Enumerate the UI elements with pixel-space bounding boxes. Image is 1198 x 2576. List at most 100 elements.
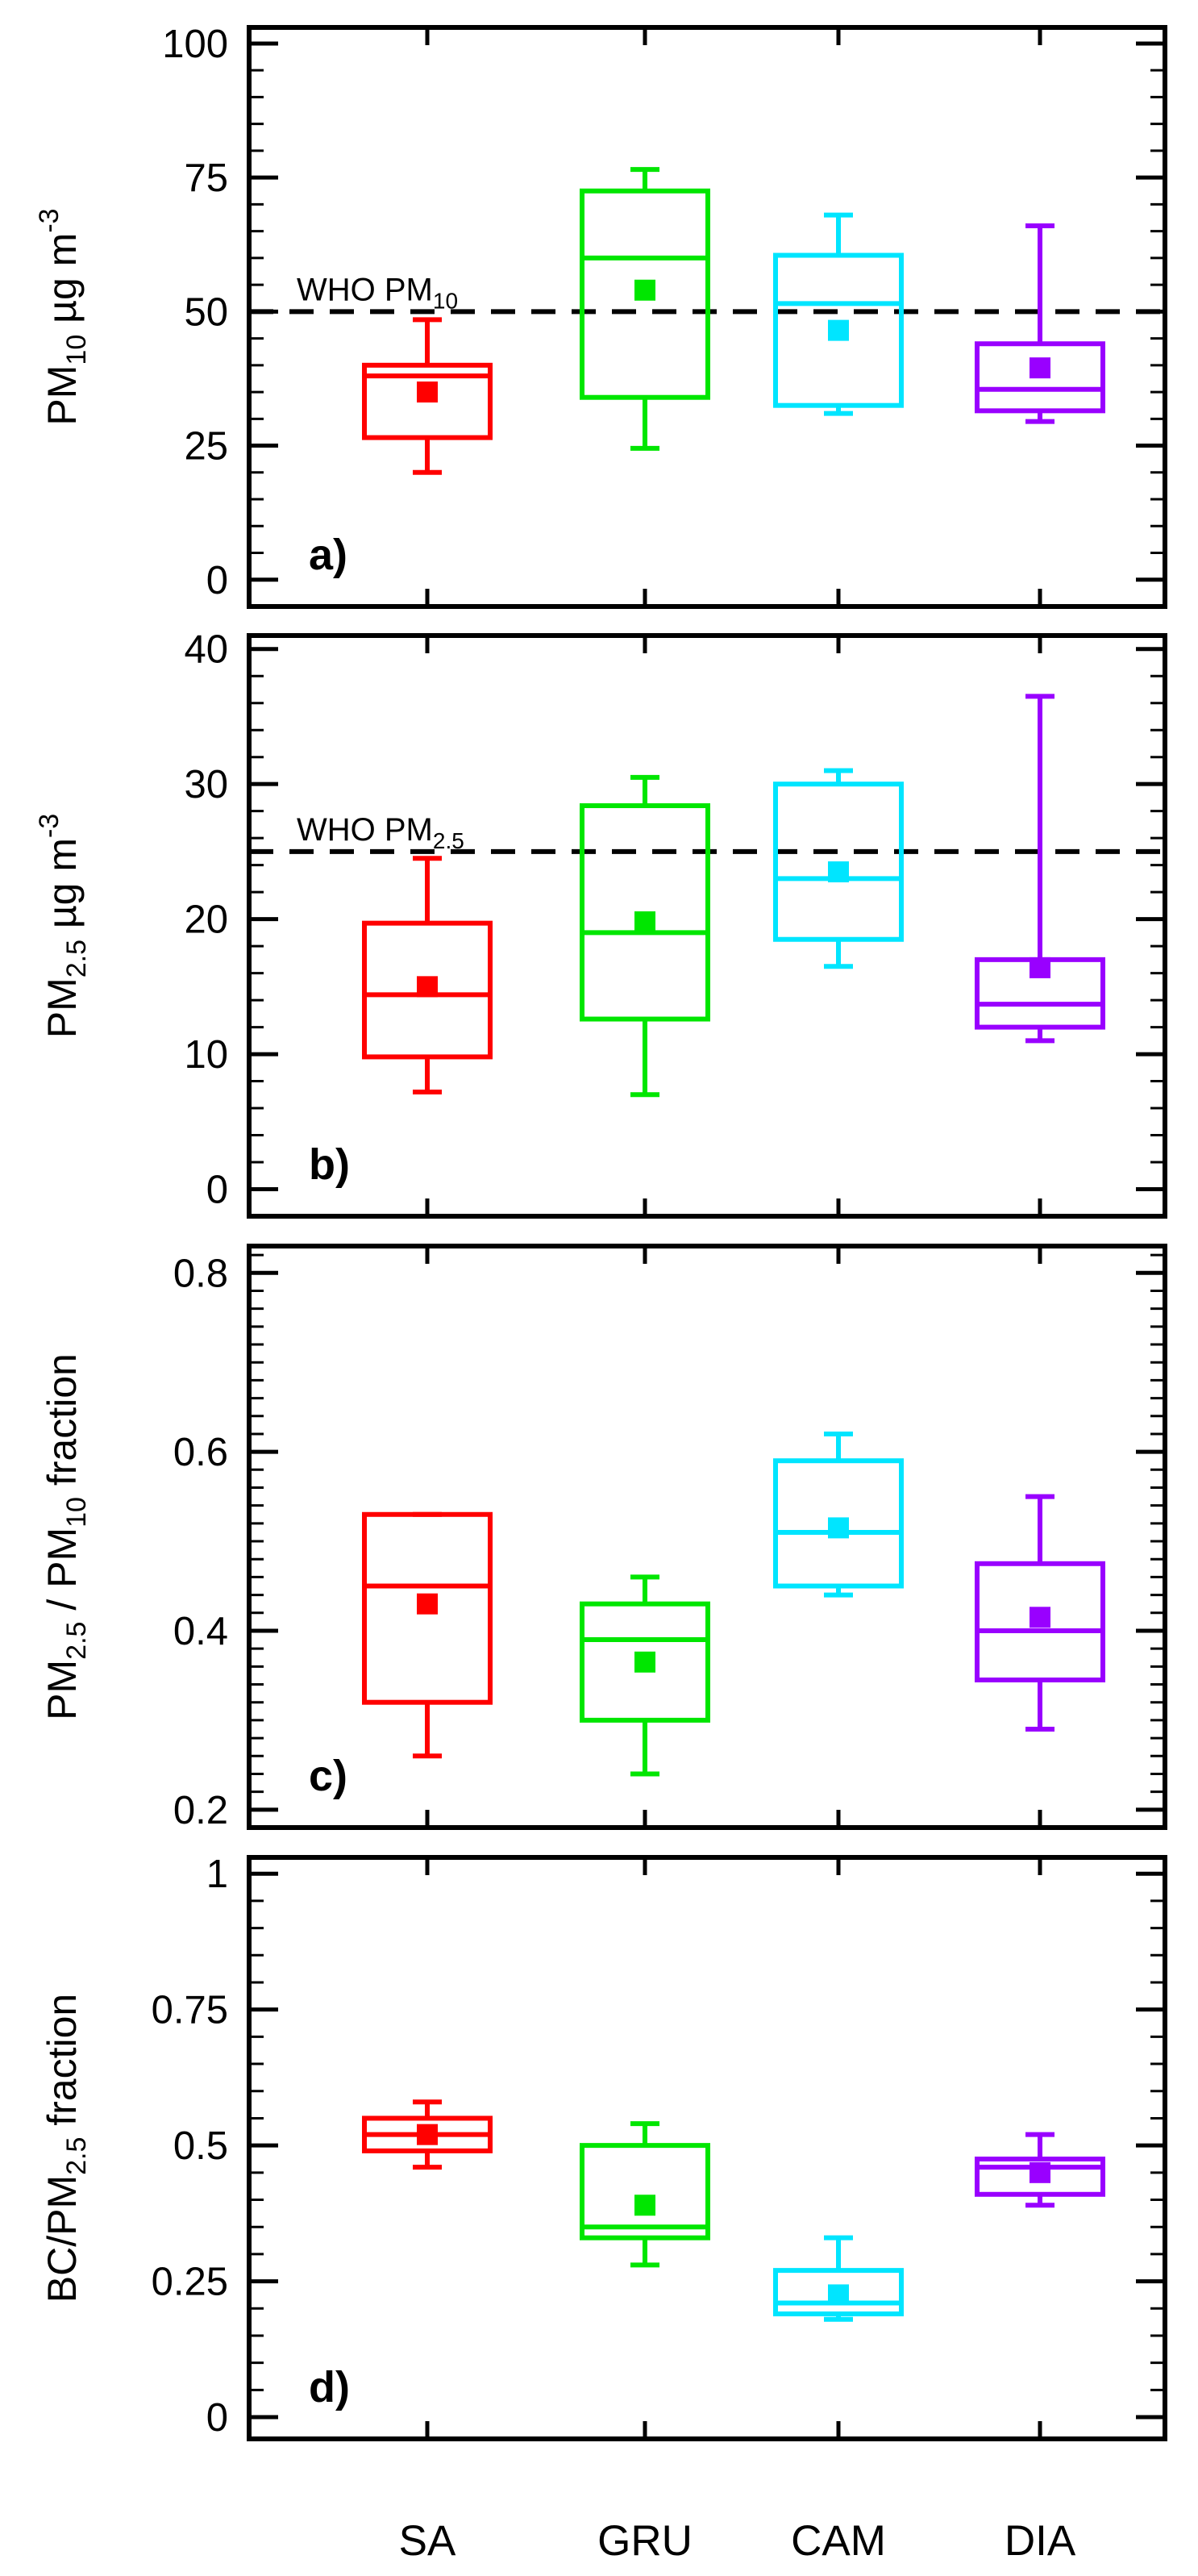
- mean-marker: [828, 1517, 849, 1539]
- ylabel-main: PM: [40, 1660, 85, 1720]
- box-gru: [580, 1574, 710, 1777]
- minor-ticks: [249, 1253, 1165, 1811]
- iqr-box: [362, 920, 493, 1060]
- mean-marker: [417, 381, 438, 403]
- mean-marker: [1030, 957, 1050, 978]
- box-cam: [773, 212, 904, 416]
- iqr-box: [362, 1511, 493, 1705]
- y-axis-label: PM2.5 µg m-3: [34, 814, 92, 1039]
- who-reference-label: WHO PM10: [297, 272, 458, 313]
- category-label-gru: GRU: [597, 2517, 693, 2565]
- y-tick-label: 0.25: [152, 2261, 228, 2304]
- ylabel-superscript: -3: [34, 814, 64, 838]
- box-cam: [773, 1431, 904, 1598]
- box-dia: [975, 2132, 1105, 2208]
- ylabel-subscript: 10: [61, 335, 92, 365]
- mean-marker: [634, 911, 655, 932]
- box-sa: [362, 2099, 493, 2170]
- ylabel-superscript: -3: [34, 208, 64, 232]
- mean-marker: [828, 2284, 849, 2306]
- box-cam: [773, 768, 904, 969]
- mean-marker: [828, 861, 849, 883]
- y-tick-label: 30: [184, 763, 228, 807]
- y-tick-label: 50: [184, 290, 228, 334]
- iqr-box: [362, 362, 493, 440]
- plot-frame: [247, 633, 1167, 1219]
- ylabel-subscript: 2.5: [61, 940, 92, 977]
- y-tick-label: 0: [206, 1169, 228, 1212]
- panel-d: 0 0.25 0.5 0.75 1 d) BC/PM2.5 fraction: [40, 1853, 1167, 2441]
- iqr-box: [975, 2156, 1105, 2197]
- ylabel-unit: µg m: [40, 233, 85, 335]
- plot-frame: [247, 1855, 1167, 2441]
- category-label-dia: DIA: [1005, 2517, 1076, 2565]
- mean-marker: [417, 1593, 438, 1615]
- y-tick-label: 0.2: [173, 1789, 228, 1832]
- ylabel-main: PM: [40, 977, 85, 1038]
- y-axis-label: BC/PM2.5 fraction: [40, 1994, 92, 2303]
- panel-tag: b): [309, 1140, 350, 1189]
- box-gru: [580, 2121, 710, 2268]
- iqr-box: [975, 341, 1105, 414]
- y-tick-label: 40: [184, 628, 228, 672]
- box-gru: [580, 167, 710, 451]
- ylabel-main: BC/PM: [40, 2175, 85, 2303]
- y-tick-label: 0.75: [152, 1989, 228, 2032]
- who-reference-label: WHO PM2.5: [297, 812, 464, 853]
- panel-tag: c): [309, 1752, 347, 1800]
- iqr-box: [580, 2143, 710, 2240]
- ylabel-subscript-2: 10: [61, 1497, 92, 1528]
- box-dia: [975, 223, 1105, 424]
- y-axis-label: PM2.5 / PM10 fraction: [40, 1353, 92, 1720]
- y-tick-label: 75: [184, 156, 228, 200]
- box-sa: [362, 317, 493, 475]
- mean-marker: [417, 2124, 438, 2145]
- box-sa: [362, 1511, 493, 1759]
- plot-frame: [247, 25, 1167, 609]
- iqr-box: [773, 1458, 904, 1589]
- mean-marker: [634, 2195, 655, 2216]
- panel-c: 0.2 0.4 0.6 0.8 c) PM2.5 / PM10 fraction: [40, 1244, 1167, 1832]
- y-tick-label: 0.4: [173, 1610, 228, 1653]
- iqr-box: [580, 188, 710, 400]
- panel-tag: d): [309, 2363, 350, 2411]
- y-tick-label: 100: [162, 23, 228, 66]
- iqr-box: [975, 1561, 1105, 1682]
- mean-marker: [1030, 2161, 1050, 2183]
- plot-frame: [247, 1244, 1167, 1830]
- ylabel-subscript: 2.5: [61, 1622, 92, 1660]
- box-dia: [975, 1494, 1105, 1732]
- y-tick-label: 20: [184, 898, 228, 942]
- y-tick-label: 10: [184, 1033, 228, 1077]
- ylabel-end: fraction: [40, 1994, 85, 2137]
- mean-marker: [828, 319, 849, 341]
- box-dia: [975, 694, 1105, 1044]
- iqr-box: [773, 2268, 904, 2317]
- who-label-subscript: 2.5: [433, 828, 464, 853]
- ylabel-end: fraction: [40, 1353, 85, 1497]
- ylabel-unit: µg m: [40, 838, 85, 940]
- iqr-box: [580, 1601, 710, 1723]
- y-tick-label: 0.6: [173, 1431, 228, 1474]
- box-sa: [362, 856, 493, 1094]
- mean-marker: [417, 976, 438, 998]
- y-tick-label: 0: [206, 2396, 228, 2440]
- who-label-subscript: 10: [433, 288, 458, 313]
- ylabel-mid: / PM: [40, 1528, 85, 1622]
- y-axis-label: PM10 µg m-3: [34, 208, 92, 425]
- y-tick-label: 1: [206, 1853, 228, 1896]
- iqr-box: [773, 252, 904, 408]
- panel-tag: a): [309, 531, 347, 579]
- ylabel-main: PM: [40, 365, 85, 426]
- y-tick-label: 0.5: [173, 2124, 228, 2168]
- y-tick-label: 25: [184, 425, 228, 469]
- mean-marker: [634, 1651, 655, 1673]
- iqr-box: [580, 802, 710, 1022]
- who-label-main: WHO PM: [297, 272, 433, 307]
- mean-marker: [1030, 1607, 1050, 1628]
- mean-marker: [634, 279, 655, 301]
- ylabel-subscript: 2.5: [61, 2137, 92, 2175]
- box-cam: [773, 2235, 904, 2322]
